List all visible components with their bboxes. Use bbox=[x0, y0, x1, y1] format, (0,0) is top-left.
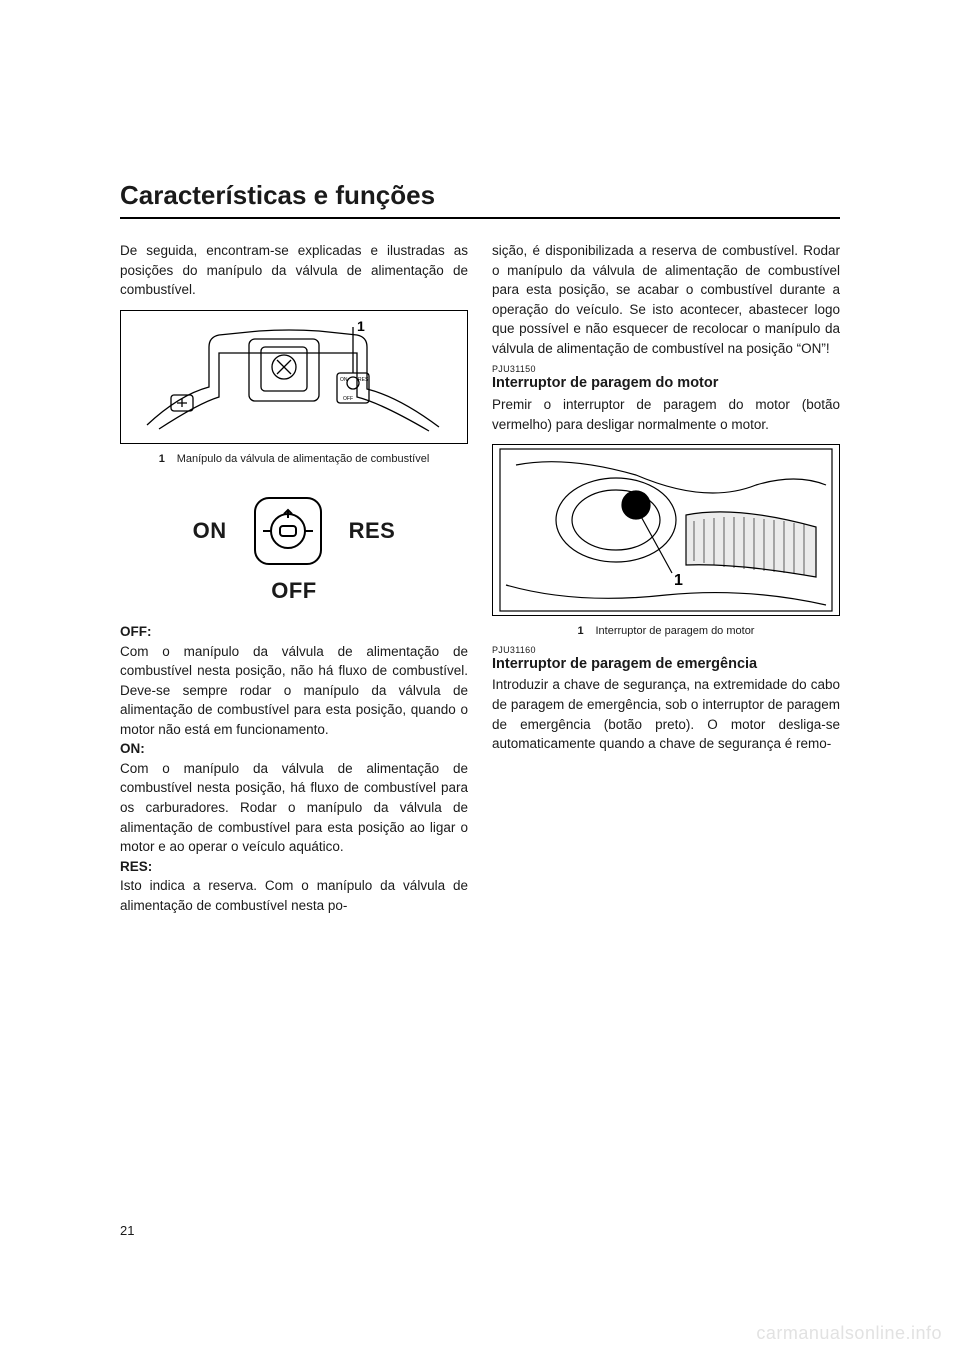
figure1-caption-num: 1 bbox=[159, 452, 169, 466]
off-heading: OFF: bbox=[120, 624, 152, 639]
fuel-valve-line-art: OFF ON RES 1 bbox=[139, 317, 449, 437]
on-heading: ON: bbox=[120, 741, 145, 756]
stop-switch-figure-panel: 1 bbox=[492, 444, 840, 616]
fuel-valve-figure-panel: OFF ON RES 1 bbox=[120, 310, 468, 444]
figure1-caption: 1 Manípulo da válvula de alimentação de … bbox=[153, 452, 436, 466]
figure1-callout-num: 1 bbox=[357, 318, 365, 334]
right-cont: sição, é disponibilizada a reserva de co… bbox=[492, 241, 840, 358]
res-heading: RES: bbox=[120, 859, 152, 874]
watermark: carmanualsonline.info bbox=[756, 1323, 942, 1344]
svg-text:ON: ON bbox=[340, 377, 348, 383]
figure1-caption-text: Manípulo da válvula de alimentação de co… bbox=[177, 452, 430, 466]
right-column: sição, é disponibilizada a reserva de co… bbox=[492, 241, 840, 915]
fuel-valve-figure: OFF ON RES 1 1 Manípulo bbox=[120, 310, 468, 466]
knob-on-label: ON bbox=[193, 518, 227, 544]
page-number: 21 bbox=[120, 1223, 134, 1238]
left-column: De seguida, encontram-se explicadas e il… bbox=[120, 241, 468, 915]
page-title: Características e funções bbox=[120, 180, 840, 211]
two-column-layout: De seguida, encontram-se explicadas e il… bbox=[120, 241, 840, 915]
svg-text:OFF: OFF bbox=[343, 396, 353, 402]
emergency-stop-heading: Interruptor de paragem de emergência bbox=[492, 655, 840, 674]
svg-text:RES: RES bbox=[358, 377, 369, 383]
intro-para: De seguida, encontram-se explicadas e il… bbox=[120, 241, 468, 300]
title-rule bbox=[120, 217, 840, 219]
figure2-callout-num: 1 bbox=[674, 572, 683, 589]
on-body: Com o manípulo da válvula de alimentação… bbox=[120, 759, 468, 857]
stop-switch-line-art: 1 bbox=[493, 445, 839, 615]
emergency-stop-body: Introduzir a chave de segurança, na extr… bbox=[492, 675, 840, 753]
doc-code-2: PJU31160 bbox=[492, 645, 840, 655]
knob-res-label: RES bbox=[349, 518, 396, 544]
figure2-caption-num: 1 bbox=[578, 624, 588, 638]
off-body: Com o manípulo da válvula de alimentação… bbox=[120, 642, 468, 740]
doc-code-1: PJU31150 bbox=[492, 364, 840, 374]
figure2-caption: 1 Interruptor de paragem do motor bbox=[572, 624, 761, 638]
knob-icon bbox=[249, 492, 327, 570]
figure2-caption-text: Interruptor de paragem do motor bbox=[596, 624, 755, 638]
stop-switch-figure: 1 1 Interruptor de paragem do motor bbox=[492, 444, 840, 638]
stop-switch-heading: Interruptor de paragem do motor bbox=[492, 374, 840, 393]
stop-switch-body: Premir o interruptor de paragem do motor… bbox=[492, 395, 840, 434]
knob-off-label: OFF bbox=[120, 578, 468, 604]
res-body: Isto indica a reserva. Com o manípulo da… bbox=[120, 876, 468, 915]
knob-diagram: ON RES bbox=[120, 492, 468, 570]
